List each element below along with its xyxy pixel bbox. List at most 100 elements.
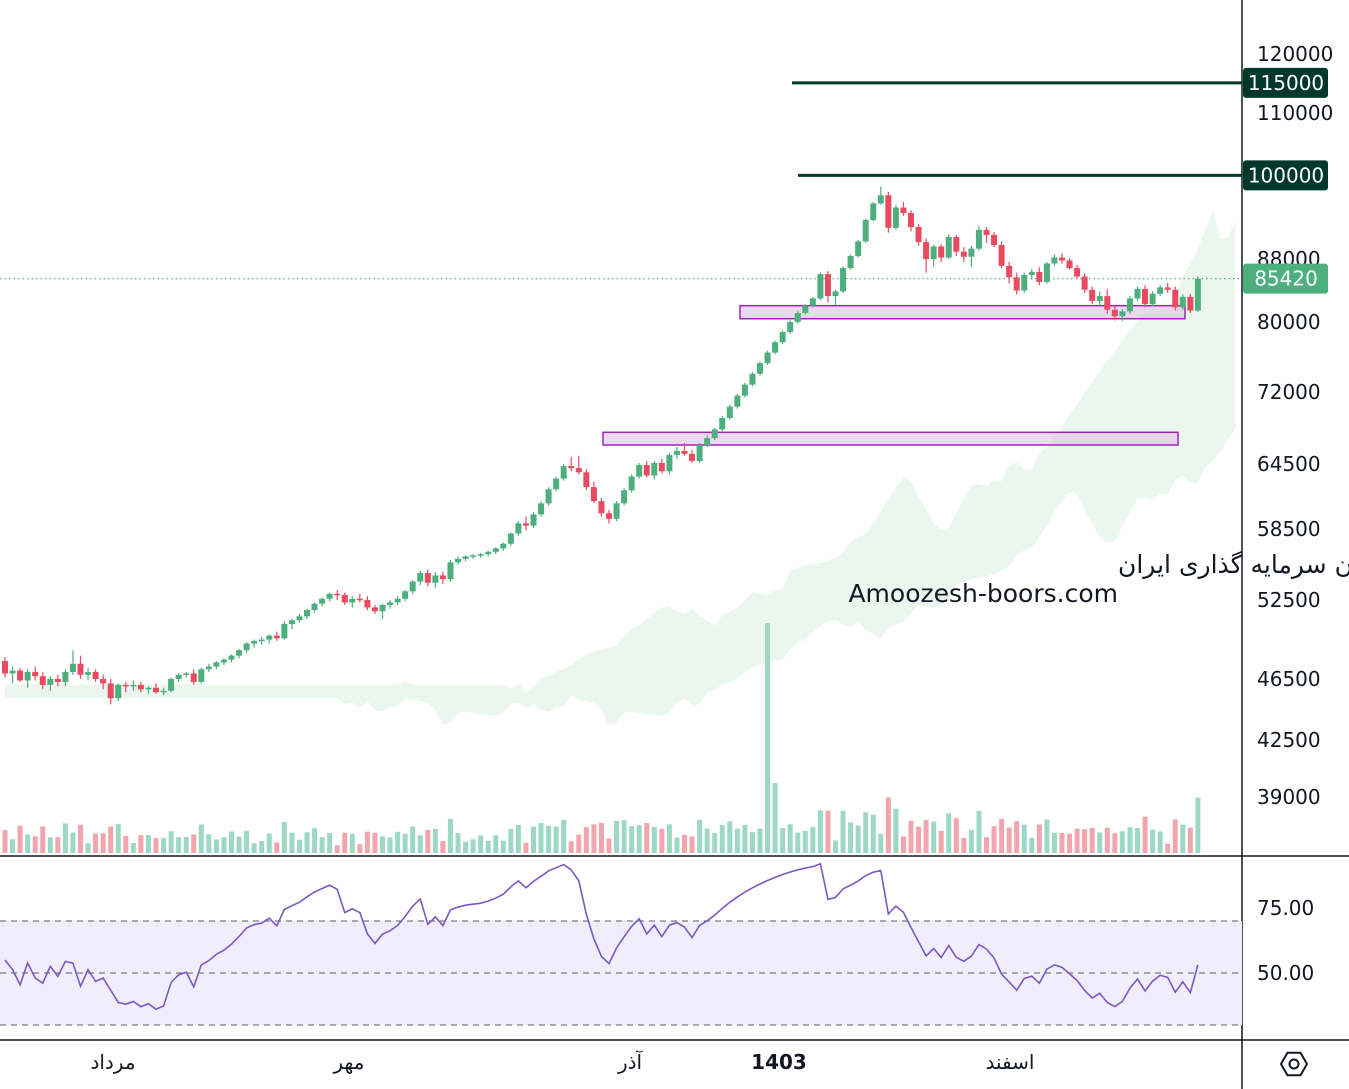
time-axis-label: مرداد <box>90 1050 135 1074</box>
volume-bar <box>855 825 861 853</box>
volume-bar <box>614 820 620 853</box>
candle-body <box>1111 309 1118 317</box>
candle-body <box>183 673 190 675</box>
candle-body <box>1126 298 1133 312</box>
candle-body <box>92 672 99 679</box>
candle-body <box>794 312 801 322</box>
candle-body <box>228 655 235 660</box>
candle-body <box>1013 277 1020 291</box>
candle-body <box>1104 296 1111 310</box>
candle-body <box>998 245 1005 266</box>
volume-bar <box>70 832 76 853</box>
volume-bar <box>991 826 997 853</box>
candle-body <box>719 417 726 430</box>
support-zone <box>739 304 1186 320</box>
candle-body <box>545 489 552 504</box>
volume-bar <box>1165 843 1171 853</box>
volume-bar <box>659 828 665 853</box>
candle-body <box>862 220 869 242</box>
candle-body <box>628 476 635 491</box>
volume-bar <box>757 828 763 853</box>
volume-bar <box>440 841 446 853</box>
volume-bar <box>25 834 31 853</box>
candle-body <box>69 663 76 673</box>
volume-bar <box>621 820 627 853</box>
candle-body <box>908 213 914 228</box>
candle-body <box>1172 289 1179 308</box>
volume-bar <box>500 840 506 853</box>
volume-bar <box>546 825 552 853</box>
volume-bar <box>108 826 114 853</box>
volume-bar <box>289 832 295 853</box>
candle-body <box>1134 288 1141 299</box>
volume-bar <box>576 834 582 853</box>
candle-body <box>130 684 137 687</box>
candle-body <box>394 598 401 603</box>
volume-bar <box>734 828 740 853</box>
volume-bar <box>893 808 899 853</box>
candle-body <box>9 670 16 674</box>
candle-body <box>1043 263 1050 282</box>
volume-bar <box>508 828 514 853</box>
volume-bar <box>1097 832 1103 853</box>
price-candles <box>2 186 1201 705</box>
candle-body <box>824 274 831 297</box>
volume-bar <box>478 835 484 853</box>
ichimoku-cloud <box>5 211 1236 725</box>
candle-body <box>643 465 650 476</box>
volume-bar <box>417 835 423 853</box>
volume-bar <box>598 822 604 853</box>
cloud-area <box>5 211 1236 725</box>
price-tag-label: 115000 <box>1248 71 1324 95</box>
candle-body <box>945 237 952 258</box>
volume-bar <box>259 841 265 853</box>
candle-body <box>409 581 416 592</box>
candle-body <box>666 454 673 472</box>
candle-body <box>507 533 514 544</box>
candle-body <box>107 683 114 699</box>
candle-body <box>160 690 167 693</box>
candle-body <box>100 679 107 684</box>
volume-bar <box>651 826 657 853</box>
candle-body <box>787 322 794 333</box>
volume-bar <box>666 824 672 853</box>
price-axis-ticks: 1200001100008800080000720006450058500525… <box>1257 42 1333 809</box>
volume-bar <box>198 824 204 853</box>
volume-bar <box>281 822 287 853</box>
volume-bar <box>349 833 355 853</box>
candle-body <box>371 607 378 612</box>
candle-body <box>832 291 839 297</box>
candle-body <box>809 298 816 306</box>
candle-body <box>1006 265 1013 278</box>
candle-body <box>175 674 182 679</box>
volume-bar <box>553 826 559 853</box>
volume-bar <box>923 820 929 853</box>
candle-body <box>764 352 771 364</box>
candle-body <box>568 466 575 469</box>
volume-bar <box>606 838 612 853</box>
candle-body <box>991 234 998 246</box>
volume-bar <box>40 826 46 853</box>
volume-bar <box>568 841 574 853</box>
candle-body <box>77 663 84 675</box>
volume-bar <box>455 833 461 853</box>
price-tag-label: 100000 <box>1248 163 1324 187</box>
candle-body <box>364 600 371 608</box>
volume-bar <box>787 824 793 853</box>
volume-bar <box>916 826 922 853</box>
volume-bar <box>161 838 167 853</box>
volume-bar <box>447 818 453 853</box>
candle-body <box>1036 271 1043 282</box>
candle-body <box>938 246 945 258</box>
volume-bar <box>1119 831 1125 853</box>
price-tag <box>1243 160 1328 191</box>
candle-body <box>341 595 348 603</box>
price-tick-label: 42500 <box>1257 728 1321 752</box>
volume-bar <box>47 837 53 853</box>
volume-bar <box>357 844 363 853</box>
price-tick-label: 72000 <box>1257 380 1321 404</box>
candle-body <box>741 384 748 396</box>
chart-settings-icon[interactable] <box>1279 1051 1309 1077</box>
candle-body <box>198 669 205 682</box>
